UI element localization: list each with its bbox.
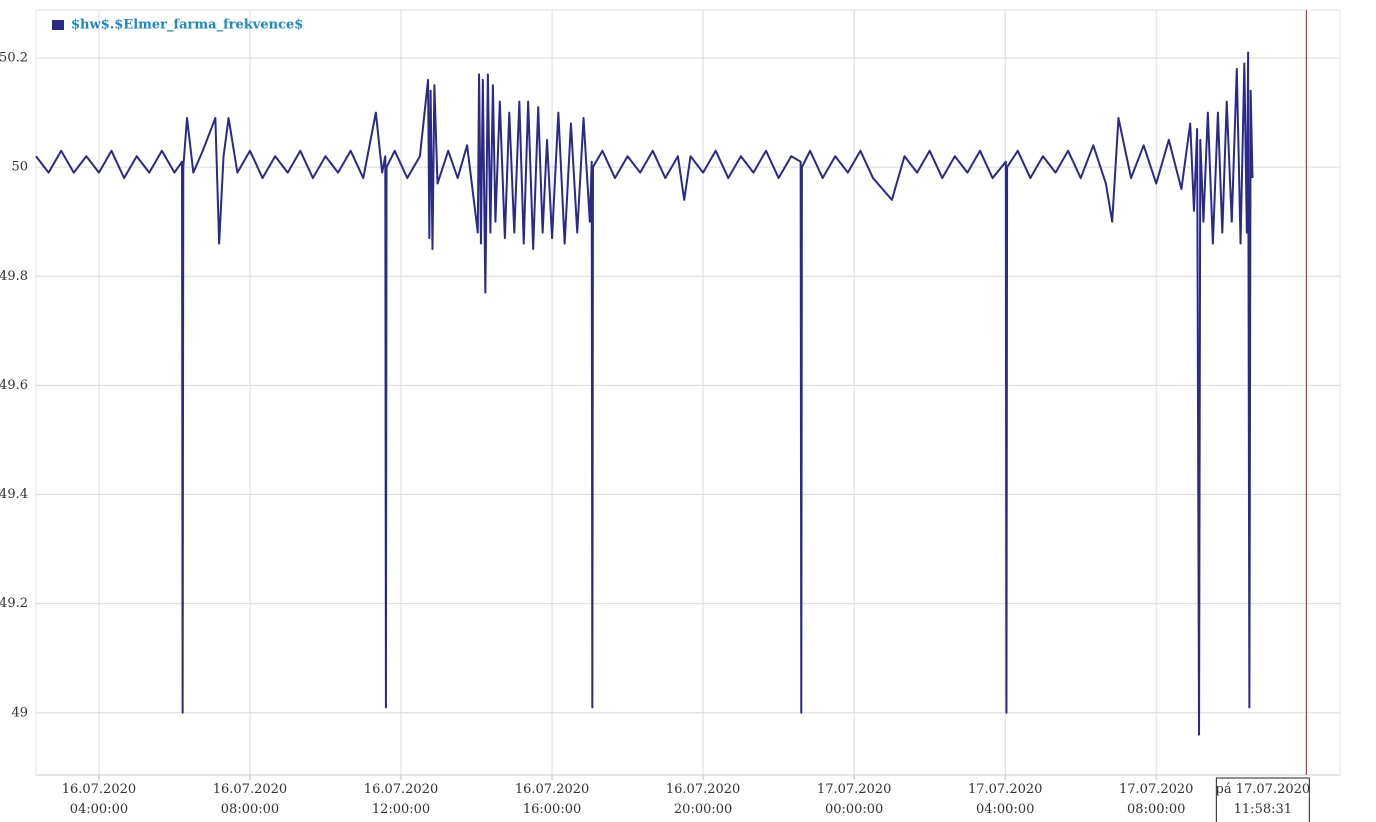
x-tick-time: 04:00:00 <box>70 802 128 817</box>
y-tick-label: 50.2 <box>0 51 28 66</box>
x-tick-label: 16.07.2020 12:00:00 <box>364 782 438 817</box>
x-tick-date: 17.07.2020 <box>1119 782 1193 797</box>
x-tick-date: 16.07.2020 <box>364 782 438 797</box>
cursor-time: 11:58:31 <box>1234 802 1292 817</box>
plot-area <box>35 9 1341 776</box>
x-tick-date: 16.07.2020 <box>666 782 740 797</box>
cursor-label-box <box>1215 777 1310 822</box>
x-tick-date: 17.07.2020 <box>817 782 891 797</box>
cursor-date: pá 17.07.2020 <box>1216 782 1311 797</box>
y-tick-label: 50 <box>11 160 28 175</box>
x-tick-label: 16.07.2020 20:00:00 <box>666 782 740 817</box>
y-tick-label: 49.4 <box>0 487 28 502</box>
series-line <box>35 51 1254 736</box>
x-tick-label: 17.07.2020 04:00:00 <box>968 782 1042 817</box>
cursor-label: pá 17.07.2020 11:58:31 <box>1216 782 1311 817</box>
y-tick-label: 49.2 <box>0 596 28 611</box>
x-tick-time: 08:00:00 <box>1127 802 1185 817</box>
x-tick-date: 17.07.2020 <box>968 782 1042 797</box>
x-tick-time: 08:00:00 <box>221 802 279 817</box>
x-tick-label: 16.07.2020 16:00:00 <box>515 782 589 817</box>
legend-swatch <box>52 20 64 30</box>
x-tick-time: 00:00:00 <box>825 802 883 817</box>
x-tick-time: 12:00:00 <box>372 802 430 817</box>
y-tick-label: 49 <box>11 705 28 720</box>
x-tick-date: 16.07.2020 <box>515 782 589 797</box>
x-tick-time: 16:00:00 <box>523 802 581 817</box>
x-tick-label: 17.07.2020 00:00:00 <box>817 782 891 817</box>
x-tick-label: 17.07.2020 08:00:00 <box>1119 782 1193 817</box>
x-tick-label: 16.07.2020 08:00:00 <box>213 782 287 817</box>
y-tick-label: 49.8 <box>0 269 28 284</box>
x-tick-date: 16.07.2020 <box>213 782 287 797</box>
x-tick-time: 20:00:00 <box>674 802 732 817</box>
y-tick-label: 49.6 <box>0 378 28 393</box>
x-tick-time: 04:00:00 <box>976 802 1034 817</box>
x-tick-date: 16.07.2020 <box>62 782 136 797</box>
x-tick-label: 16.07.2020 04:00:00 <box>62 782 136 817</box>
legend-label: $hw$.$Elmer_farma_frekvence$ <box>71 18 303 33</box>
